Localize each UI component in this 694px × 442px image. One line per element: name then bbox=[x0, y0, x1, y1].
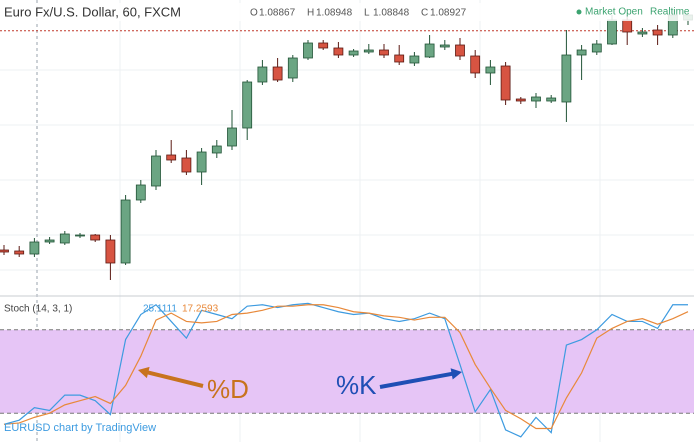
market-status: Market Open bbox=[585, 7, 643, 18]
candle-body bbox=[424, 43, 435, 58]
series-annotation: %K bbox=[336, 370, 377, 400]
k-last-value: 25.1111 bbox=[143, 304, 177, 315]
candle-body bbox=[455, 44, 465, 57]
candle-body bbox=[303, 42, 313, 59]
candle-body bbox=[257, 66, 268, 83]
overbought-oversold-band bbox=[0, 329, 694, 414]
candle-body bbox=[105, 239, 116, 264]
candle-body bbox=[515, 98, 526, 102]
candle-body bbox=[439, 44, 450, 48]
ohlc-label: O bbox=[250, 8, 258, 19]
candle-body bbox=[59, 233, 70, 244]
annotation-arrow bbox=[379, 371, 455, 389]
candle-body bbox=[242, 81, 253, 129]
candle-body bbox=[90, 234, 101, 241]
candle-body bbox=[500, 65, 511, 101]
candle-body bbox=[409, 55, 420, 64]
candle-body bbox=[591, 43, 602, 53]
stoch-line bbox=[3, 302, 688, 438]
ohlc-value: 1.08948 bbox=[316, 8, 353, 19]
candle-body bbox=[272, 66, 283, 81]
candle-body bbox=[333, 47, 344, 56]
candle-body bbox=[379, 49, 389, 56]
candle-body bbox=[348, 50, 359, 56]
candle-body bbox=[166, 154, 177, 161]
candle-body bbox=[135, 184, 146, 201]
candle-body bbox=[318, 42, 329, 49]
ohlc-label: L bbox=[364, 8, 370, 19]
ohlc-value: 1.08927 bbox=[430, 8, 467, 19]
annotation-arrow bbox=[145, 369, 204, 388]
candle-body bbox=[546, 97, 557, 102]
candle-body bbox=[607, 19, 617, 45]
status-dot bbox=[576, 9, 582, 15]
ohlc-label: H bbox=[307, 8, 314, 19]
candle-body bbox=[120, 199, 131, 264]
candle-body bbox=[14, 250, 25, 255]
candle-body bbox=[151, 155, 161, 187]
candle-body bbox=[637, 31, 648, 35]
candle-body bbox=[44, 239, 55, 243]
annotation-arrowhead bbox=[450, 368, 462, 380]
candle-body bbox=[470, 55, 481, 74]
candle-body bbox=[211, 145, 222, 154]
indicator-title: Stoch (14, 3, 1) bbox=[4, 304, 72, 315]
header-bg bbox=[0, 3, 694, 21]
candle-body bbox=[29, 241, 40, 255]
candle-body bbox=[622, 19, 633, 33]
candle-body bbox=[652, 29, 663, 36]
ohlc-label: C bbox=[421, 8, 428, 19]
candle-body bbox=[394, 54, 405, 63]
candle-body bbox=[363, 49, 374, 53]
candle-body bbox=[196, 151, 207, 173]
candle-body bbox=[75, 234, 85, 237]
candle-body bbox=[576, 49, 587, 56]
candle-body bbox=[0, 249, 9, 253]
candle-body bbox=[561, 54, 572, 103]
d-last-value: 17.2593 bbox=[182, 304, 219, 315]
stoch-line bbox=[3, 304, 689, 430]
candle-body bbox=[531, 96, 541, 102]
watermark: EURUSD chart by TradingView bbox=[4, 422, 156, 434]
chart-title: Euro Fx/U.S. Dollar, 60, FXCM bbox=[4, 4, 181, 19]
candle-body bbox=[181, 157, 192, 173]
candle-body bbox=[287, 57, 298, 79]
series-annotation: %D bbox=[207, 374, 249, 404]
ohlc-value: 1.08848 bbox=[373, 8, 410, 19]
annotation-arrowhead bbox=[138, 366, 150, 379]
candle-body bbox=[227, 127, 237, 147]
ohlc-value: 1.08867 bbox=[259, 8, 296, 19]
candle-body bbox=[485, 66, 496, 74]
data-feed: Realtime bbox=[650, 7, 690, 18]
